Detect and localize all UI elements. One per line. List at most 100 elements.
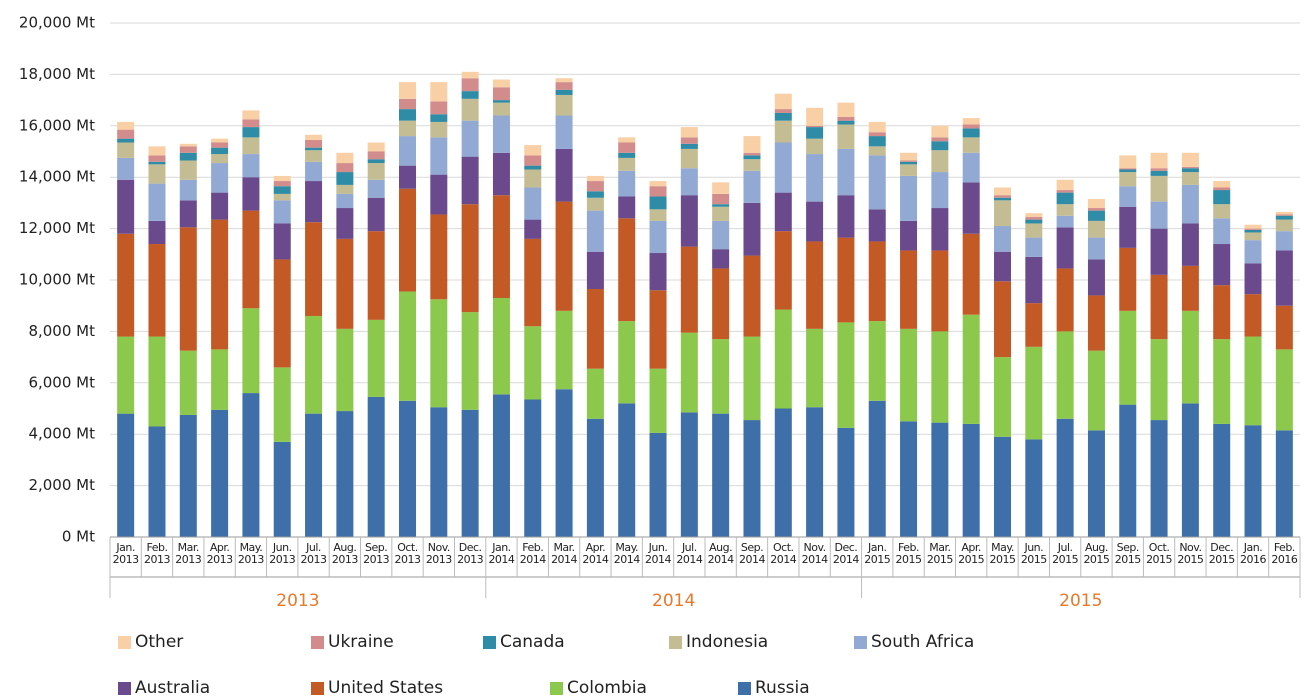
legend-item: Canada	[483, 632, 565, 652]
bar-segment	[806, 125, 824, 128]
bar-segment	[931, 150, 949, 173]
y-tick-label: 0 Mt	[62, 528, 95, 546]
bar-segment	[555, 78, 573, 83]
bar-segment	[618, 142, 636, 153]
bar-segment	[712, 268, 730, 340]
legend-swatch	[118, 635, 131, 649]
bar-segment	[1056, 192, 1074, 205]
bar-segment	[117, 142, 135, 158]
bar-segment	[117, 336, 135, 414]
bar-segment	[273, 186, 291, 194]
bar-segment	[1119, 169, 1137, 173]
bar-segment	[931, 250, 949, 332]
bar-segment	[743, 152, 761, 156]
bar-segment	[492, 297, 510, 395]
bar-segment	[242, 393, 260, 537]
bar-segment	[618, 196, 636, 219]
bar-segment	[555, 94, 573, 116]
bar-segment	[492, 100, 510, 103]
bar-segment	[367, 163, 385, 180]
bar-segment	[179, 146, 197, 153]
bar-segment	[524, 187, 542, 220]
bar-segment	[367, 231, 385, 320]
bar-segment	[179, 414, 197, 537]
bar-segment	[1244, 232, 1262, 241]
bar-segment	[430, 407, 448, 537]
legend-item: Colombia	[550, 678, 647, 697]
bar-segment	[1150, 170, 1168, 176]
bar-segment	[774, 231, 792, 310]
bar-segment	[994, 200, 1011, 227]
legend-swatch	[311, 681, 324, 695]
x-tick-label: Jan. 2013	[112, 541, 140, 566]
bar-segment	[211, 219, 229, 350]
bar-segment	[1087, 259, 1105, 296]
bar-segment	[837, 124, 855, 149]
bar-segment	[994, 436, 1011, 537]
bar-segment	[1275, 214, 1293, 216]
bar-segment	[994, 187, 1011, 196]
bar-segment	[1181, 223, 1199, 266]
bar-segment	[618, 403, 636, 537]
bar-segment	[117, 233, 135, 337]
bar-segment	[555, 201, 573, 311]
bar-segment	[211, 147, 229, 155]
bar-segment	[680, 332, 698, 413]
bar-segment	[680, 412, 698, 537]
bar-segment	[1087, 430, 1105, 537]
bar-segment	[1087, 220, 1105, 238]
bar-segment	[336, 172, 354, 185]
bar-segment	[1213, 204, 1231, 219]
bar-segment	[367, 142, 385, 152]
bar-segment	[1213, 423, 1231, 537]
legend-item: Indonesia	[669, 632, 768, 652]
x-tick-label: Jul. 2013	[300, 541, 328, 566]
bar-segment	[1025, 439, 1043, 537]
bar-segment	[524, 238, 542, 327]
legend-swatch	[738, 681, 751, 695]
bar-segment	[1275, 211, 1293, 215]
legend-label: Russia	[755, 678, 810, 697]
bar-segment	[430, 101, 448, 115]
bar-segment	[305, 147, 323, 151]
bar-segment	[900, 250, 918, 329]
bar-segment	[399, 291, 416, 401]
bar-segment	[868, 155, 886, 210]
legend-label: Indonesia	[686, 632, 769, 652]
legend-label: Canada	[500, 632, 565, 652]
bar-segment	[900, 220, 918, 251]
y-tick-label: 10,000 Mt	[19, 271, 95, 289]
bar-segment	[1275, 231, 1293, 251]
bar-segment	[712, 413, 730, 537]
bar-segment	[743, 155, 761, 160]
bar-segment	[806, 107, 824, 126]
x-tick-label: Oct. 2015	[1146, 541, 1173, 566]
legend-swatch	[483, 635, 496, 649]
bar-segment	[1150, 175, 1168, 202]
bar-segment	[492, 102, 510, 116]
bar-segment	[868, 132, 886, 137]
bar-segment	[837, 237, 855, 323]
bar-segment	[430, 299, 448, 408]
bar-segment	[618, 152, 636, 158]
bar-segment	[273, 441, 291, 537]
bar-segment	[1025, 256, 1043, 304]
bar-segment	[336, 411, 354, 537]
bar-segment	[1275, 219, 1293, 232]
bar-segment	[962, 124, 980, 129]
bar-segment	[680, 143, 698, 149]
x-tick-label: Nov. 2015	[1177, 541, 1204, 566]
bar-segment	[399, 136, 416, 166]
bar-segment	[586, 197, 604, 211]
bar-segment	[1087, 210, 1105, 221]
bar-segment	[1150, 228, 1168, 275]
bar-segment	[680, 195, 698, 247]
bar-segment	[680, 246, 698, 333]
legend-item: Russia	[738, 678, 810, 697]
bar-segment	[492, 152, 510, 196]
bar-segment	[1025, 223, 1043, 238]
bar-segment	[618, 157, 636, 171]
bar-segment	[305, 134, 323, 140]
bar-segment	[273, 193, 291, 201]
